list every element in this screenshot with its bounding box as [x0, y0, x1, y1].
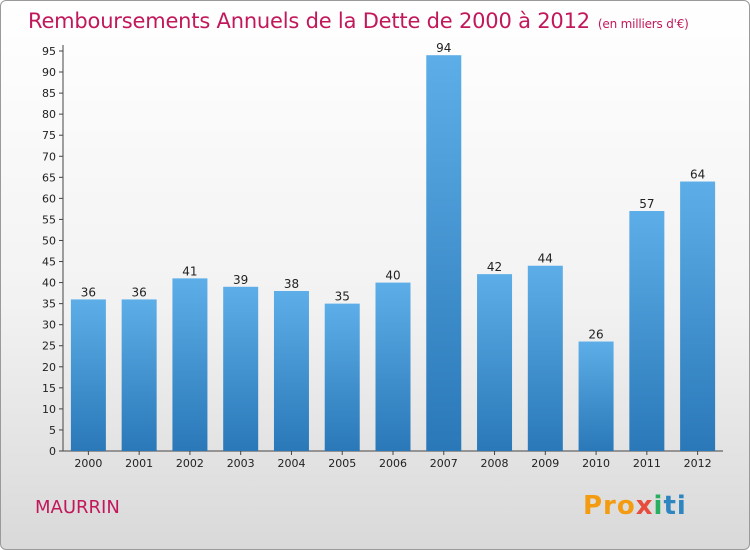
bar-2001 — [121, 299, 157, 451]
y-tick-label: 80 — [42, 108, 56, 121]
bar-2011 — [629, 211, 665, 451]
y-tick-label: 95 — [42, 45, 56, 58]
logo-part-1: Pro — [583, 491, 636, 521]
x-tick-label: 2005 — [328, 457, 356, 470]
bar-2005 — [324, 303, 360, 451]
y-tick-label: 50 — [42, 234, 56, 247]
y-tick-label: 75 — [42, 129, 56, 142]
x-tick-label: 2001 — [125, 457, 153, 470]
chart-bars: 36 36 41 39 38 35 40 94 42 44 26 57 64 — [70, 41, 716, 452]
y-tick-label: 45 — [42, 256, 56, 269]
logo-part-4: ti — [663, 491, 687, 521]
bar-2000 — [70, 299, 106, 451]
data-label: 38 — [284, 277, 299, 291]
y-tick-label: 0 — [49, 445, 56, 458]
logo-part-3: i — [653, 491, 664, 521]
bar-2010 — [578, 341, 614, 451]
data-label: 57 — [639, 197, 654, 211]
bar-2008 — [477, 274, 513, 451]
data-label: 42 — [487, 260, 502, 274]
y-tick-label: 40 — [42, 277, 56, 290]
x-tick-label: 2008 — [481, 457, 509, 470]
y-tick-label: 20 — [42, 361, 56, 374]
data-label: 39 — [233, 273, 248, 287]
x-tick-label: 2007 — [430, 457, 458, 470]
data-label: 36 — [132, 285, 147, 299]
y-tick-label: 90 — [42, 66, 56, 79]
data-label: 40 — [385, 269, 400, 283]
proxiti-logo: Proxiti — [583, 491, 687, 521]
bar-2003 — [223, 286, 259, 451]
x-tick-label: 2002 — [176, 457, 204, 470]
x-tick-label: 2011 — [633, 457, 661, 470]
data-label: 94 — [436, 41, 451, 55]
data-label: 64 — [690, 168, 705, 182]
y-tick-label: 15 — [42, 382, 56, 395]
x-tick-label: 2004 — [277, 457, 305, 470]
data-label: 41 — [182, 264, 197, 278]
data-label: 36 — [81, 285, 96, 299]
bar-2002 — [172, 278, 208, 451]
logo-part-2: x — [635, 491, 654, 521]
bar-2009 — [527, 265, 563, 451]
place-name: MAURRIN — [35, 497, 120, 518]
x-tick-label: 2006 — [379, 457, 407, 470]
y-tick-label: 35 — [42, 298, 56, 311]
bar-2012 — [680, 181, 716, 452]
x-tick-label: 2000 — [74, 457, 102, 470]
y-tick-label: 70 — [42, 150, 56, 163]
y-tick-label: 65 — [42, 171, 56, 184]
x-tick-label: 2010 — [582, 457, 610, 470]
bar-2004 — [273, 291, 309, 451]
data-label: 44 — [538, 252, 553, 266]
chart-subtitle: (en milliers d'€) — [597, 17, 689, 31]
y-tick-label: 85 — [42, 87, 56, 100]
y-tick-label: 30 — [42, 319, 56, 332]
y-tick-label: 55 — [42, 213, 56, 226]
y-tick-label: 5 — [49, 424, 56, 437]
title-text: Remboursements Annuels de la Dette de 20… — [28, 9, 590, 33]
x-tick-label: 2009 — [531, 457, 559, 470]
y-tick-label: 10 — [42, 403, 56, 416]
x-tick-label: 2003 — [227, 457, 255, 470]
bar-2006 — [375, 282, 411, 451]
chart-axes: 0 5 10 15 20 25 30 35 40 45 50 55 60 65 70 75 80 85 90 95 20… — [42, 45, 723, 470]
data-label: 35 — [335, 290, 350, 304]
y-tick-label: 60 — [42, 192, 56, 205]
bar-2007 — [426, 55, 462, 452]
y-tick-label: 25 — [42, 340, 56, 353]
chart-title: Remboursements Annuels de la Dette de 20… — [28, 9, 689, 33]
data-label: 26 — [588, 328, 603, 342]
x-tick-label: 2012 — [684, 457, 712, 470]
